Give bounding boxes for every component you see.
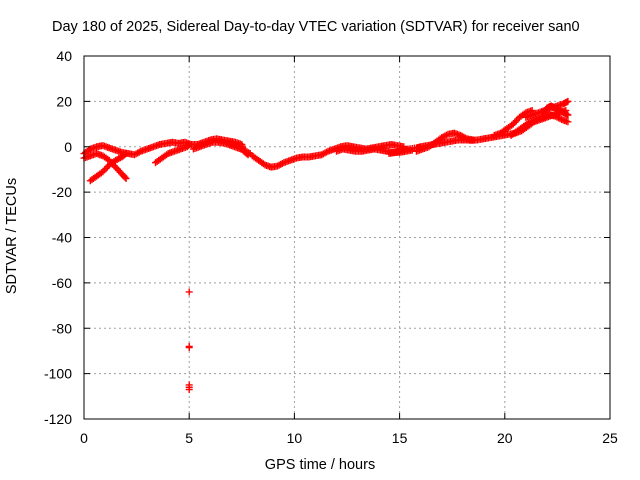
- data-point: [564, 118, 572, 126]
- data-point: [322, 148, 330, 156]
- data-point: [121, 173, 129, 181]
- x-tick-label: 5: [185, 430, 193, 446]
- grid-lines: [84, 56, 610, 419]
- data-point: [122, 175, 130, 183]
- x-tick-label: 15: [392, 430, 408, 446]
- x-tick-label: 25: [602, 430, 618, 446]
- data-point: [185, 386, 193, 394]
- data-point: [469, 136, 477, 144]
- x-tick-label: 10: [287, 430, 303, 446]
- y-tick-label: -100: [44, 366, 72, 382]
- axis-ticks: 40 20 0 -20 -40 -60 -80 -100 -120 0 5 10 15 20 25: [44, 48, 618, 446]
- x-tick-label: 20: [497, 430, 513, 446]
- data-point: [278, 159, 286, 167]
- y-tick-label: 40: [56, 48, 72, 64]
- data-points: [80, 97, 572, 394]
- data-point: [461, 134, 469, 142]
- data-point: [185, 344, 193, 352]
- data-point: [564, 97, 572, 105]
- data-point: [121, 150, 129, 158]
- data-point: [185, 288, 193, 296]
- data-point: [102, 164, 110, 172]
- data-point: [564, 111, 572, 119]
- y-tick-label: -120: [44, 411, 72, 427]
- data-point: [135, 148, 143, 156]
- y-tick-label: -60: [52, 275, 72, 291]
- x-axis-label: GPS time / hours: [264, 457, 376, 473]
- data-point: [115, 167, 123, 175]
- data-point: [185, 140, 193, 148]
- y-tick-label: 20: [56, 93, 72, 109]
- chart-title: Day 180 of 2025, Sidereal Day-to-day VTE…: [52, 19, 580, 35]
- y-tick-label: 0: [64, 139, 72, 155]
- data-point: [112, 163, 120, 171]
- data-point: [245, 149, 253, 157]
- data-point: [556, 115, 564, 123]
- data-point: [113, 165, 121, 173]
- data-point: [442, 131, 450, 139]
- data-point: [122, 150, 130, 158]
- y-tick-label: -80: [52, 320, 72, 336]
- y-tick-label: -20: [52, 184, 72, 200]
- data-point: [512, 117, 520, 125]
- y-tick-label: -40: [52, 230, 72, 246]
- x-tick-label: 0: [80, 430, 88, 446]
